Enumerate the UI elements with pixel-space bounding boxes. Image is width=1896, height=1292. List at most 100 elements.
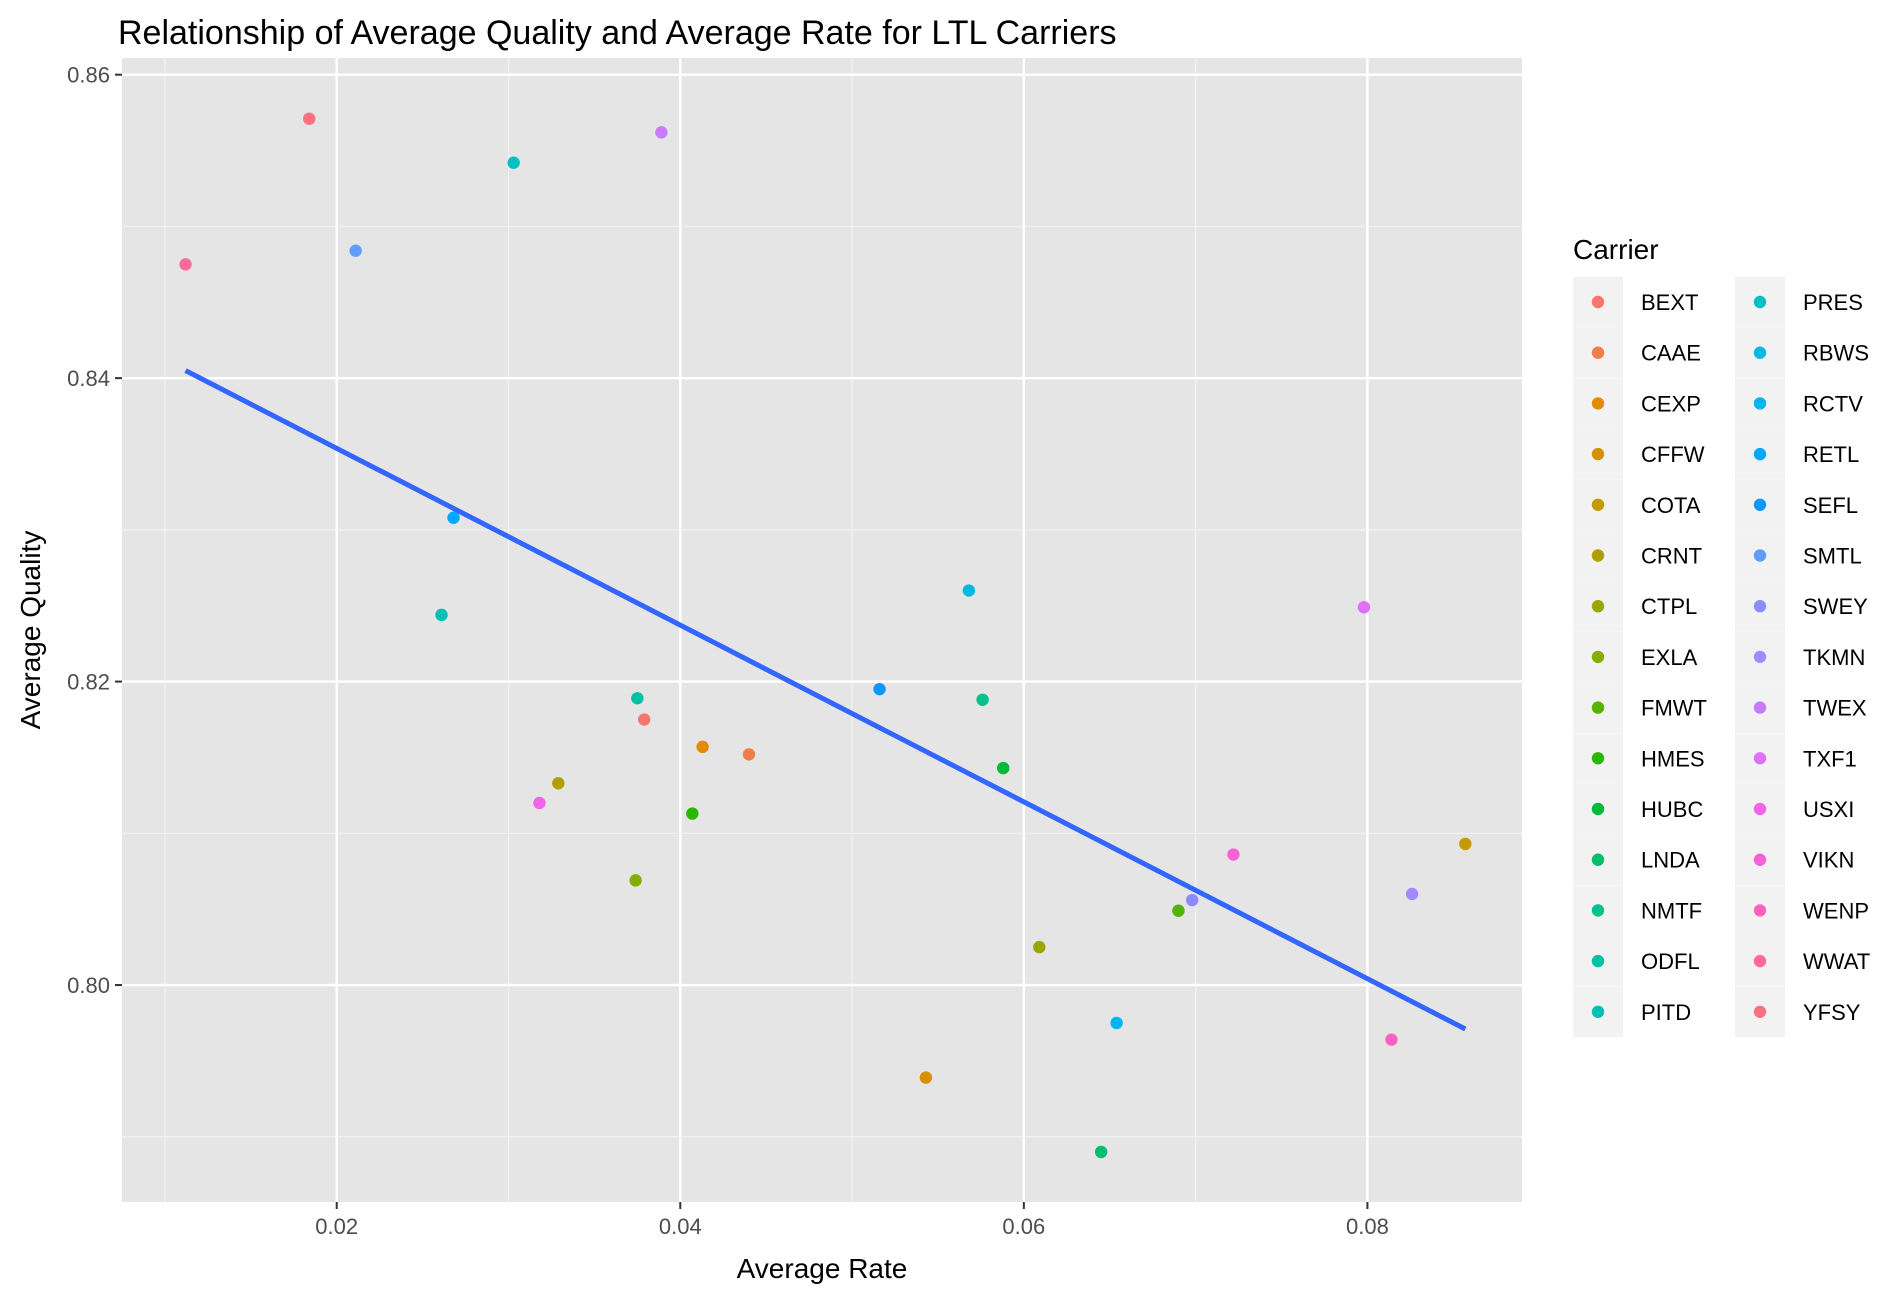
legend-swatch-exla [1591,650,1605,664]
legend-label-hubc: HUBC [1641,797,1703,822]
legend-swatch-txf1 [1753,752,1767,765]
legend-label-crnt: CRNT [1641,544,1702,569]
legend-label-rctv: RCTV [1803,391,1863,416]
legend-swatch-cexp [1591,397,1605,410]
x-tick-label: 0.08 [1346,1214,1389,1239]
legend-label-usxi: USXI [1803,797,1854,822]
legend-swatch-twex [1753,701,1767,714]
legend-label-cffw: CFFW [1641,442,1705,467]
legend-swatch-lnda [1591,853,1605,866]
y-tick-label: 0.82 [67,670,110,695]
legend-swatch-caae [1591,346,1605,359]
data-point-twex [655,126,668,139]
data-point-cota [1459,837,1472,851]
x-tick-label: 0.04 [659,1214,702,1239]
data-point-fmwt [1172,904,1185,917]
data-point-yfsy [303,112,316,125]
data-point-crnt [552,777,565,790]
data-point-wwat [179,258,192,271]
x-tick-label: 0.02 [315,1214,358,1239]
legend-label-hmes: HMES [1641,746,1705,771]
legend-label-exla: EXLA [1641,645,1698,670]
legend-label-retl: RETL [1803,442,1859,467]
data-point-hubc [997,761,1010,775]
legend-swatch-vikn [1753,853,1767,866]
data-point-rbws [962,584,976,597]
legend-label-cexp: CEXP [1641,391,1701,416]
legend-label-smtl: SMTL [1803,544,1862,569]
legend-label-pres: PRES [1803,290,1863,315]
legend-label-swey: SWEY [1803,594,1868,619]
data-point-sefl [873,682,886,696]
legend-label-yfsy: YFSY [1803,1000,1861,1025]
data-point-pitd [435,608,448,622]
axes: 0.02 0.04 0.06 0.08 0.80 0.82 0.84 0.86 [67,63,1389,1239]
data-point-txf1 [1357,601,1371,614]
data-point-vikn [1227,848,1240,861]
legend-label-vikn: VIKN [1803,848,1854,873]
y-tick-label: 0.84 [67,366,110,391]
data-point-exla [629,874,642,887]
data-point-pres [507,156,520,169]
legend-label-sefl: SEFL [1803,493,1858,518]
data-point-smtl [349,244,362,257]
legend-label-lnda: LNDA [1641,848,1700,873]
legend-swatch-crnt [1591,549,1605,562]
legend-label-fmwt: FMWT [1641,696,1707,721]
legend-swatch-nmtf [1591,904,1605,917]
data-point-ctpl [1033,940,1046,954]
legend-swatch-hmes [1591,752,1605,765]
legend-label-rbws: RBWS [1803,341,1869,366]
legend-swatch-usxi [1753,802,1767,816]
data-point-rctv [1110,1016,1123,1030]
data-point-swey [1185,893,1199,907]
data-point-wenp [1385,1033,1398,1046]
legend-label-bext: BEXT [1641,290,1698,315]
data-point-cffw [919,1071,933,1084]
legend-swatch-pitd [1591,1005,1605,1018]
legend-swatch-ctpl [1591,600,1605,613]
legend-swatch-hubc [1591,802,1605,816]
chart-title: Relationship of Average Quality and Aver… [118,14,1117,52]
legend-label-tkmn: TKMN [1803,645,1865,670]
legend-label-wwat: WWAT [1803,949,1870,974]
legend-title: Carrier [1573,234,1659,265]
data-point-hmes [686,807,699,820]
legend-swatch-sefl [1753,498,1767,511]
y-tick-label: 0.80 [67,973,110,998]
data-point-usxi [533,796,546,810]
legend-label-caae: CAAE [1641,341,1701,366]
trend-line [184,368,1467,1032]
legend-swatch-bext [1591,295,1605,309]
legend-swatch-retl [1753,447,1767,461]
data-point-nmtf [976,693,989,706]
legend-label-ctpl: CTPL [1641,594,1697,619]
legend-label-twex: TWEX [1803,696,1867,721]
y-axis-label: Average Quality [15,531,46,730]
legend-swatch-fmwt [1591,701,1605,714]
legend-swatch-wwat [1753,954,1767,968]
grid-lines [122,58,1522,1202]
legend-swatch-rbws [1753,346,1767,359]
legend-swatch-wenp [1753,904,1767,917]
legend-label-nmtf: NMTF [1641,898,1702,923]
data-point-lnda [1094,1145,1108,1159]
legend-label-txf1: TXF1 [1803,746,1857,771]
legend-swatch-smtl [1753,549,1767,562]
data-point-cexp [696,740,709,754]
data-point-retl [447,511,460,524]
legend: Carrier BEXT CAAE CEXP CFFW COTA CRNT CTPL EXLA… [1573,234,1870,1038]
legend-label-pitd: PITD [1641,1000,1691,1025]
data-point-bext [638,713,651,726]
legend-swatch-swey [1753,600,1767,613]
legend-swatch-cffw [1591,447,1605,461]
x-tick-label: 0.06 [1002,1214,1045,1239]
data-point-tkmn [1405,887,1419,901]
legend-label-odfl: ODFL [1641,949,1700,974]
data-points [179,112,1472,1159]
legend-label-wenp: WENP [1803,898,1869,923]
legend-swatch-rctv [1753,397,1767,410]
legend-swatch-pres [1753,295,1767,309]
